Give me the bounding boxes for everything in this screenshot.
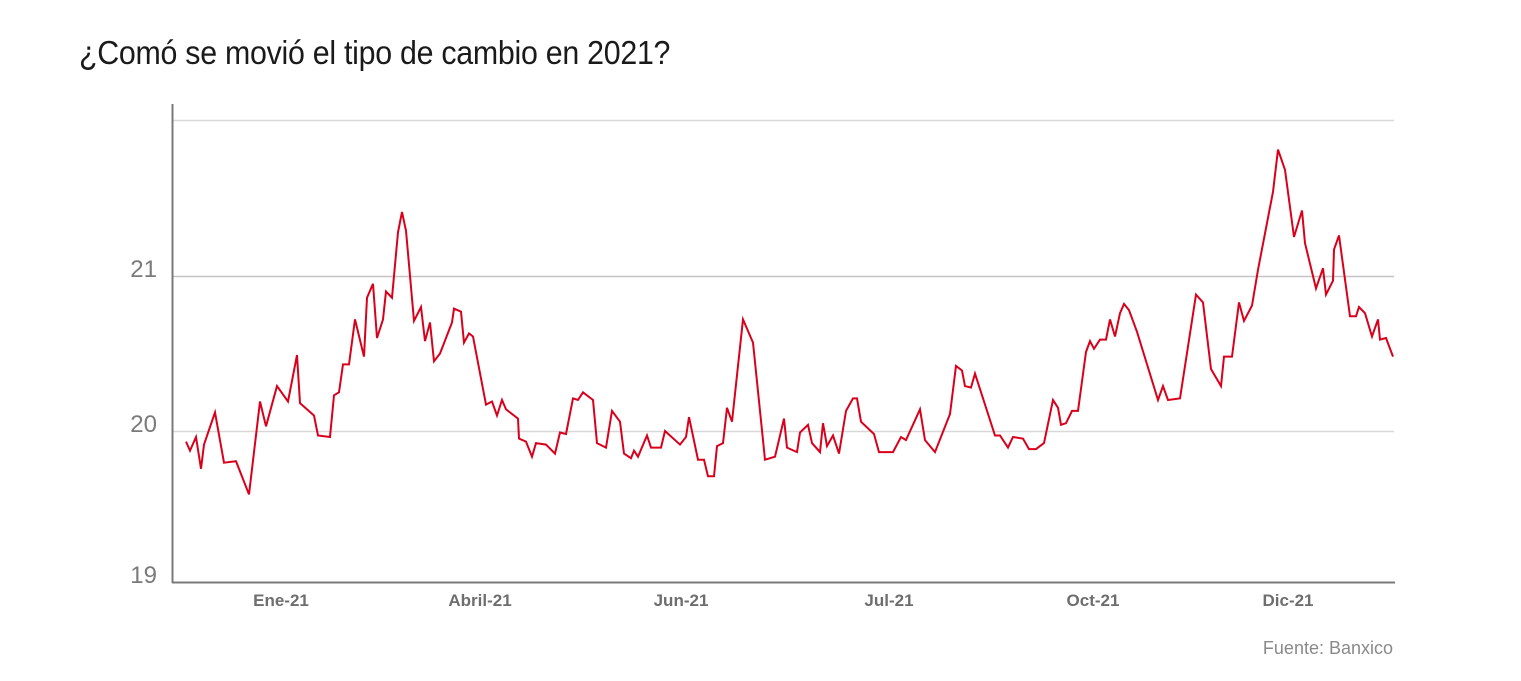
x-tick-label: Abril-21 (448, 591, 512, 610)
source-note: Fuente: Banxico (1262, 638, 1393, 658)
x-tick-label: Jun-21 (653, 591, 709, 610)
x-tick-label: Ene-21 (253, 591, 309, 610)
x-tick-label: Oct-21 (1066, 591, 1120, 610)
y-tick-label: 21 (130, 256, 157, 283)
x-tick-label: Jul-21 (864, 591, 914, 610)
chart-title: ¿Comó se movió el tipo de cambio en 2021… (79, 34, 671, 71)
gridlines (172, 119, 1394, 433)
x-tick-label: Dic-21 (1262, 591, 1314, 610)
y-tick-label: 19 (130, 562, 157, 589)
y-tick-label: 20 (130, 411, 157, 438)
exchange-rate-line (185, 149, 1394, 495)
